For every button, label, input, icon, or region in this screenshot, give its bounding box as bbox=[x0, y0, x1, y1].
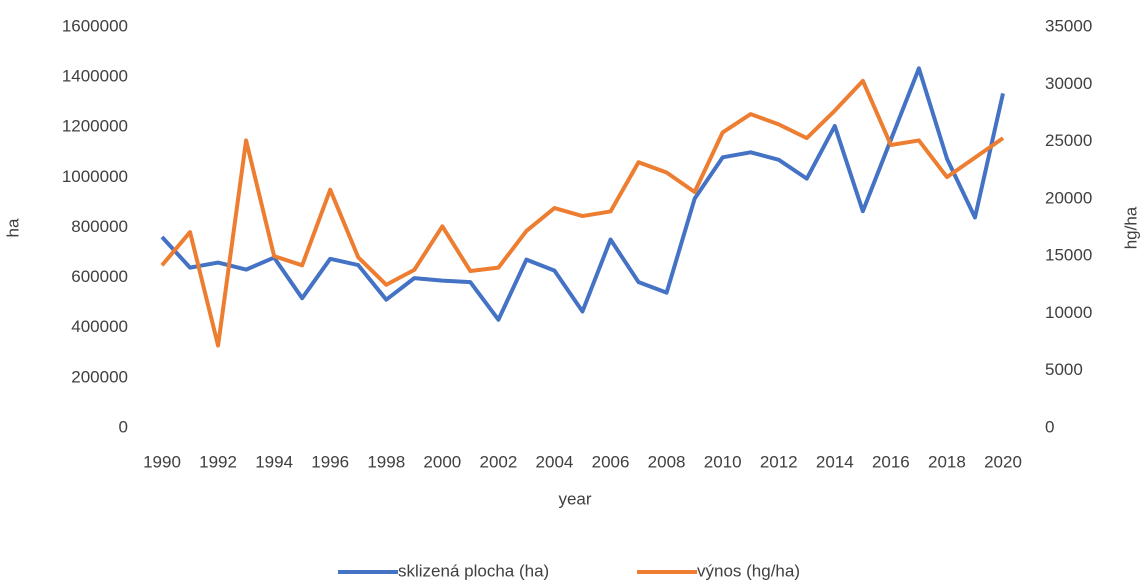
x-tick-label: 1994 bbox=[255, 452, 293, 471]
y-tick-label: 400000 bbox=[71, 317, 128, 336]
y2-tick-label: 30000 bbox=[1045, 74, 1092, 93]
x-tick-label: 2018 bbox=[928, 452, 966, 471]
x-tick-label: 2010 bbox=[704, 452, 742, 471]
legend-label: výnos (hg/ha) bbox=[697, 561, 800, 580]
y2-tick-label: 0 bbox=[1045, 417, 1054, 436]
legend-label: sklizená plocha (ha) bbox=[398, 561, 549, 580]
x-tick-label: 1992 bbox=[199, 452, 237, 471]
y-tick-label: 1200000 bbox=[62, 117, 128, 136]
y-tick-label: 600000 bbox=[71, 267, 128, 286]
y2-tick-label: 35000 bbox=[1045, 16, 1092, 35]
x-tick-label: 2004 bbox=[536, 452, 574, 471]
y-tick-label: 1000000 bbox=[62, 167, 128, 186]
x-tick-label: 2002 bbox=[479, 452, 517, 471]
x-tick-label: 2012 bbox=[760, 452, 798, 471]
x-tick-label: 2016 bbox=[872, 452, 910, 471]
x-axis-title: year bbox=[558, 489, 591, 508]
y-axis-title: ha bbox=[3, 218, 22, 237]
x-tick-label: 2008 bbox=[648, 452, 686, 471]
y-tick-label: 0 bbox=[119, 417, 128, 436]
x-tick-label: 1990 bbox=[143, 452, 181, 471]
series-line bbox=[160, 66, 1005, 322]
x-tick-label: 2020 bbox=[984, 452, 1022, 471]
y-tick-label: 800000 bbox=[71, 217, 128, 236]
y-tick-label: 1600000 bbox=[62, 16, 128, 35]
y2-tick-label: 25000 bbox=[1045, 131, 1092, 150]
x-tick-label: 1996 bbox=[311, 452, 349, 471]
x-tick-label: 2000 bbox=[423, 452, 461, 471]
y2-axis-title: hg/ha bbox=[1121, 206, 1140, 249]
y-tick-label: 1400000 bbox=[62, 67, 128, 86]
x-tick-label: 1998 bbox=[367, 452, 405, 471]
y2-tick-label: 15000 bbox=[1045, 246, 1092, 265]
y2-tick-label: 20000 bbox=[1045, 188, 1092, 207]
y-tick-label: 200000 bbox=[71, 367, 128, 386]
y2-tick-label: 10000 bbox=[1045, 303, 1092, 322]
x-tick-label: 2014 bbox=[816, 452, 854, 471]
x-tick-label: 2006 bbox=[592, 452, 630, 471]
series-line bbox=[160, 78, 1005, 348]
y2-tick-label: 5000 bbox=[1045, 360, 1083, 379]
